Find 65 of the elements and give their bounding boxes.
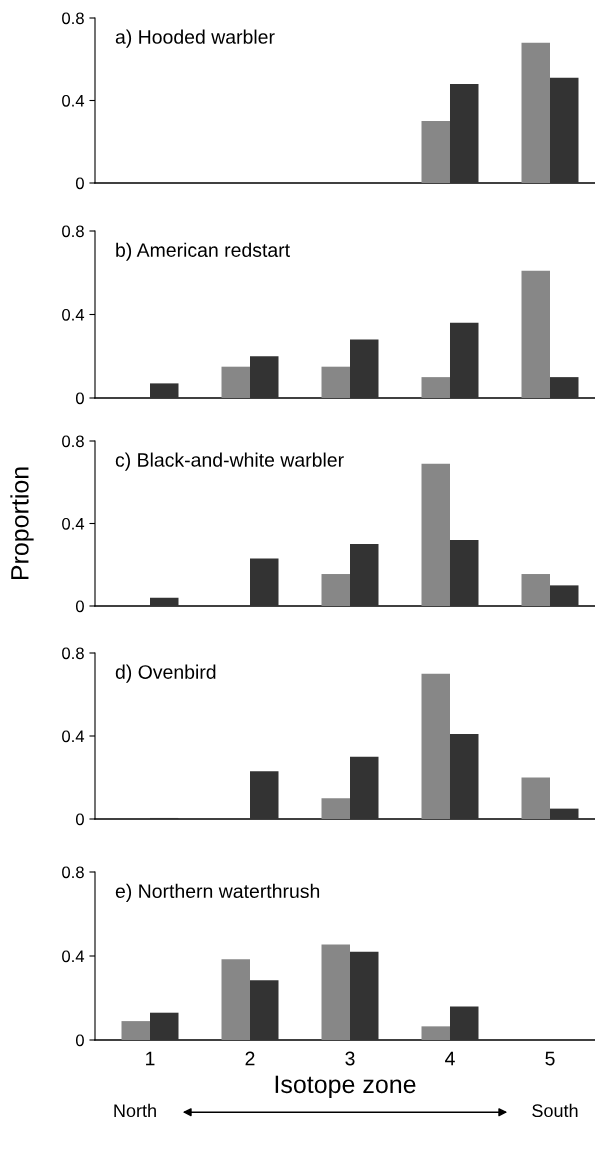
bar (150, 597, 179, 606)
y-tick-label: 0.8 (62, 866, 84, 879)
bar (350, 756, 379, 819)
text: South (532, 1103, 578, 1118)
text: e) Northern waterthrush (115, 883, 320, 902)
bar (521, 270, 550, 398)
y-tick-label: 0.4 (62, 730, 85, 743)
text: c) Black-and-white warbler (115, 452, 344, 471)
x-tick-label: 5 (545, 1051, 555, 1066)
bar (121, 1021, 150, 1040)
bar (550, 77, 579, 183)
y-tick-label: 0.8 (62, 435, 84, 448)
y-axis-title: Proportion (10, 467, 34, 580)
bar (150, 1012, 179, 1040)
bar (350, 544, 379, 606)
bar (450, 733, 479, 819)
y-tick-label: 0.4 (62, 94, 85, 107)
x-tick-label: 1 (146, 1051, 155, 1066)
bar (421, 1026, 450, 1040)
bar (421, 673, 450, 819)
y-tick-label: 0 (75, 1034, 84, 1047)
bar (321, 798, 350, 819)
bar (521, 777, 550, 819)
bar (221, 366, 250, 398)
bar (321, 944, 350, 1040)
bar (450, 540, 479, 606)
bar (250, 356, 279, 398)
bar (350, 951, 379, 1040)
y-tick-label: 0.8 (62, 647, 84, 660)
text: d) Ovenbird (115, 664, 216, 683)
y-tick-label: 0.8 (62, 12, 84, 25)
bar (321, 366, 350, 398)
y-tick-label: 0 (75, 177, 84, 190)
y-tick-label: 0.4 (62, 517, 85, 530)
bar (450, 84, 479, 183)
bar (521, 574, 550, 606)
bar (250, 558, 279, 606)
y-tick-label: 0 (75, 600, 84, 613)
y-tick-label: 0 (75, 813, 84, 826)
bar (350, 339, 379, 398)
bar (321, 574, 350, 606)
bar (450, 322, 479, 398)
bar (421, 121, 450, 183)
x-tick-label: 4 (445, 1051, 455, 1066)
text: North (114, 1103, 156, 1118)
bar (550, 808, 579, 819)
x-tick-label: 3 (345, 1051, 355, 1066)
bar (421, 377, 450, 398)
bar (550, 377, 579, 398)
bar (250, 771, 279, 819)
y-tick-label: 0.8 (62, 225, 84, 238)
x-tick-label: 2 (245, 1051, 255, 1066)
y-tick-label: 0.4 (62, 950, 85, 963)
x-axis-title: Isotope zone (275, 1075, 416, 1099)
bar (250, 980, 279, 1040)
bar (221, 959, 250, 1040)
bar (550, 585, 579, 606)
y-tick-label: 0.4 (62, 308, 85, 321)
y-tick-label: 0 (75, 392, 84, 405)
bar (150, 383, 179, 398)
bar (421, 463, 450, 606)
bar (521, 42, 550, 183)
text: b) American redstart (116, 242, 290, 261)
bar (450, 1006, 479, 1040)
text: a) Hooded warbler (115, 29, 275, 48)
